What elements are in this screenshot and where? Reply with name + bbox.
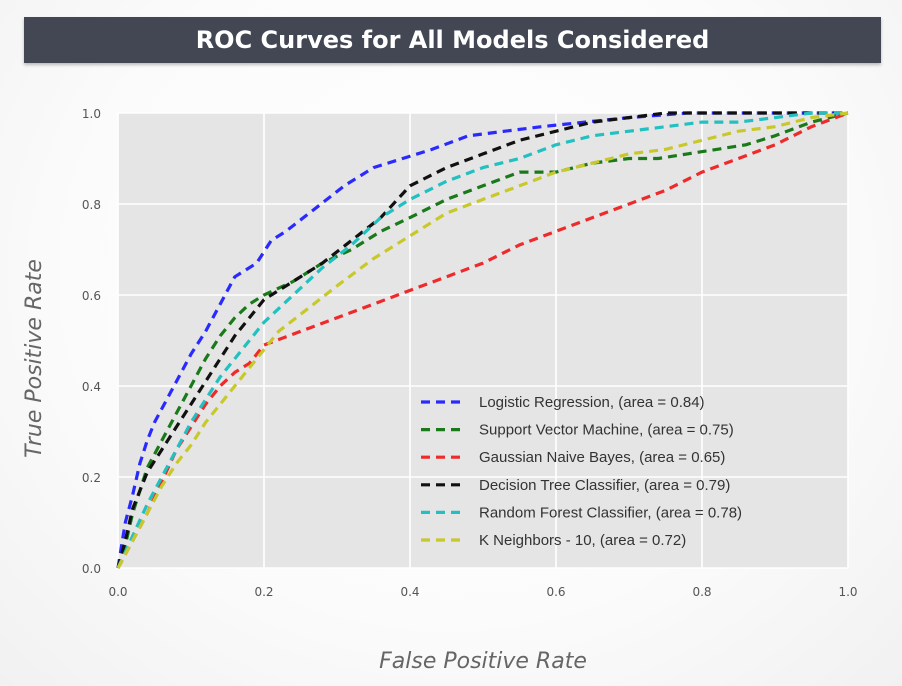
- legend-entry: Random Forest Classifier, (area = 0.78): [479, 504, 742, 521]
- plot-area: [118, 113, 848, 568]
- y-tick-label: 1.0: [82, 107, 101, 121]
- y-tick-label: 0.2: [82, 471, 101, 485]
- legend-entry: Decision Tree Classifier, (area = 0.79): [479, 477, 730, 494]
- x-tick-labels: 0.0 0.2 0.4 0.6 0.8 1.0: [108, 585, 857, 599]
- x-tick-label: 1.0: [838, 585, 857, 599]
- legend-entry: K Neighbors - 10, (area = 0.72): [479, 532, 686, 549]
- legend: Logistic Regression, (area = 0.84) Suppor…: [421, 394, 742, 549]
- y-tick-label: 0.0: [82, 562, 101, 576]
- x-tick-label: 0.8: [692, 585, 711, 599]
- x-tick-label: 0.2: [254, 585, 273, 599]
- x-tick-label: 0.6: [546, 585, 565, 599]
- y-tick-label: 0.4: [82, 380, 101, 394]
- y-axis-label: True Positive Rate: [22, 259, 47, 458]
- series-line-5: [116, 111, 848, 569]
- legend-entry: Gaussian Naive Bayes, (area = 0.65): [479, 449, 725, 466]
- x-axis-label: False Positive Rate: [379, 649, 587, 674]
- grid-lines: [117, 112, 849, 569]
- y-tick-label: 0.6: [82, 289, 101, 303]
- series-line-6: [116, 111, 849, 569]
- y-tick-labels: 0.0 0.2 0.4 0.6 0.8 1.0: [82, 107, 101, 576]
- y-tick-label: 0.8: [82, 198, 101, 212]
- legend-entry: Logistic Regression, (area = 0.84): [479, 394, 705, 411]
- legend-entry: Support Vector Machine, (area = 0.75): [479, 422, 734, 439]
- series-lines: [116, 111, 849, 569]
- x-tick-label: 0.4: [400, 585, 419, 599]
- slide-title: ROC Curves for All Models Considered: [24, 17, 881, 63]
- x-tick-label: 0.0: [108, 585, 127, 599]
